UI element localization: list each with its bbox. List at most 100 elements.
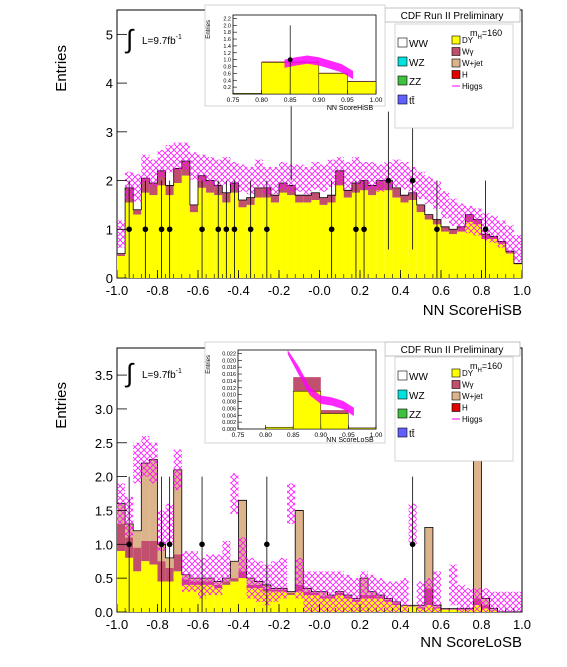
- wgamma-bar: [173, 554, 182, 572]
- legend-swatch: [397, 56, 408, 67]
- inset-y-tick-label: 1.2: [223, 51, 231, 57]
- wgamma-bar: [424, 214, 433, 220]
- inset-y-tick-label: 0.008: [222, 400, 236, 406]
- data-points: [126, 476, 416, 612]
- legend-label: Higgs: [462, 415, 482, 424]
- x-axis-label: NN ScoreHiSB: [423, 302, 522, 319]
- wjet-bar: [424, 527, 433, 589]
- x-tick-label: -0.8: [146, 283, 168, 298]
- dy-bar: [416, 212, 425, 278]
- dy-bar: [295, 202, 304, 278]
- dy-bar: [279, 192, 288, 278]
- legend-swatch: [397, 408, 408, 419]
- data-point: [247, 226, 254, 233]
- integral-sign: ∫: [124, 358, 135, 388]
- lumi-label: L=9.7fb-1: [142, 368, 182, 381]
- wgamma-bar: [319, 197, 328, 205]
- inset-x-tick-label: 0.85: [284, 97, 297, 104]
- legend-label: ZZ: [409, 410, 421, 421]
- legend-swatch: [451, 70, 461, 79]
- legend-label: H: [462, 71, 468, 80]
- x-tick-label: 0.8: [472, 617, 490, 632]
- x-tick-label: 1.0: [513, 617, 531, 632]
- mass-label: mH=160: [470, 361, 502, 374]
- y-tick-label: 0: [106, 271, 113, 286]
- x-tick-label: -0.0: [308, 617, 330, 632]
- legend-label: tt̄: [409, 428, 415, 440]
- dy-bar: [206, 192, 215, 278]
- data-point: [409, 177, 416, 184]
- wgamma-bar: [368, 185, 377, 196]
- x-tick-label: -0.2: [268, 617, 290, 632]
- dy-bar: [238, 578, 247, 612]
- data-point: [166, 541, 173, 548]
- legend-swatch: [397, 389, 408, 400]
- dy-bar: [270, 591, 279, 612]
- dy-bar: [246, 588, 255, 612]
- dy-bar: [441, 231, 450, 278]
- panel-losb: -1.0 -0.8 -0.6 -0.4 -0.2 -0.0 0.2 0.4 0.6 0.8 1.00…: [53, 341, 531, 651]
- data-point: [482, 226, 489, 233]
- legend-label: Wγ: [462, 48, 474, 57]
- y-tick-label: 0.0: [95, 605, 113, 620]
- wgamma-bar: [189, 204, 198, 213]
- x-tick-label: -0.6: [187, 617, 209, 632]
- wgamma-bar: [222, 581, 231, 585]
- dy-bar: [254, 197, 263, 278]
- wjet-bar: [149, 459, 158, 541]
- wgamma-bar: [295, 195, 304, 203]
- inset-dy-bar: [348, 427, 377, 430]
- dy-bar: [497, 243, 506, 278]
- wjet-bar: [141, 463, 150, 541]
- inset-x-label: NN ScoreHiSB: [327, 105, 374, 112]
- dy-bar: [449, 609, 458, 612]
- legend-swatch: [451, 47, 461, 56]
- dy-bar: [343, 197, 352, 278]
- dy-bar: [189, 584, 198, 612]
- legend: mH=160 WW WZ ZZ tt̄ DY Wγ W+jet H Higgs: [394, 356, 514, 462]
- y-tick-label: 1.0: [95, 537, 113, 552]
- legend-swatch: [397, 94, 408, 105]
- wgamma-bar: [311, 192, 320, 201]
- x-tick-label: -1.0: [106, 283, 128, 298]
- inset-y-tick-label: 0.000: [222, 427, 236, 433]
- dy-bar: [230, 581, 239, 612]
- data-point: [158, 226, 165, 233]
- dy-bar: [376, 190, 385, 278]
- dy-bar: [189, 212, 198, 278]
- dy-bar: [287, 195, 296, 278]
- inset-x-tick-label: 0.90: [314, 432, 327, 439]
- x-tick-label: 0.2: [351, 283, 369, 298]
- wgamma-bar: [392, 187, 401, 198]
- wgamma-bar: [254, 187, 263, 198]
- y-axis-label: Entries: [53, 382, 70, 429]
- inset-wgamma-bar: [318, 72, 348, 74]
- inset-dy-bar: [232, 93, 262, 95]
- wgamma-bar: [206, 180, 215, 193]
- legend-swatch: [451, 368, 461, 378]
- data-point: [328, 226, 335, 233]
- x-tick-label: 0.4: [391, 283, 409, 298]
- wgamma-bar: [400, 195, 409, 203]
- axes: -1.0 -0.8 -0.6 -0.4 -0.2 -0.0 0.2 0.4 0.6 0.8 1.00…: [106, 27, 531, 298]
- legend-swatch: [397, 370, 408, 381]
- y-axis-label: Entries: [53, 45, 70, 92]
- dy-bar: [319, 204, 328, 278]
- integral-sign: ∫: [124, 24, 135, 54]
- data-point: [434, 226, 440, 233]
- legend-label: Higgs: [462, 82, 482, 91]
- higgs-uncertainty-band: [117, 419, 522, 612]
- y-tick-label: 0.5: [95, 571, 113, 586]
- wjet-bar: [473, 442, 482, 599]
- run-header: CDF Run II Preliminary: [401, 345, 504, 356]
- inset-plot: 0.75 0.80 0.85 0.90 0.95 1.000.0000.0020.0040…: [204, 341, 386, 444]
- dy-bar: [149, 564, 158, 612]
- dy-bar: [149, 195, 158, 278]
- dy-bar: [214, 588, 223, 612]
- inset-y-tick-label: 2.0: [223, 23, 231, 29]
- dy-bar: [270, 202, 279, 278]
- wjet-bar: [287, 591, 296, 594]
- dy-bar: [173, 182, 182, 278]
- dy-bar: [311, 200, 320, 278]
- y-tick-label: 3.5: [95, 368, 113, 383]
